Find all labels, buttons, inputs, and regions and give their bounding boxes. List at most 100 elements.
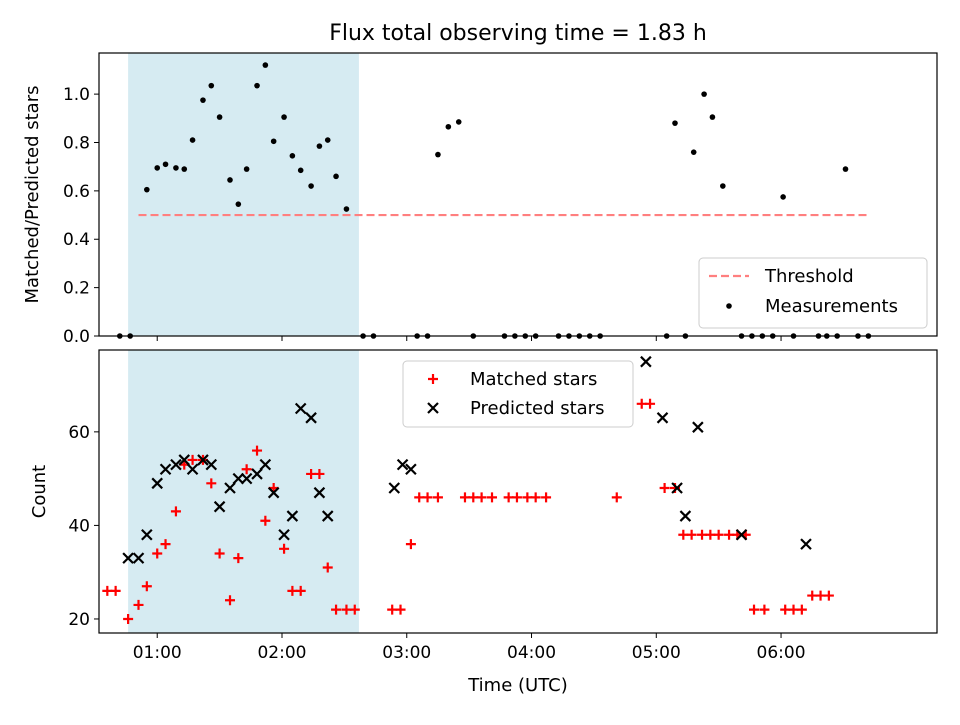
matched-star-point (796, 604, 807, 615)
predicted-star-point (286, 510, 299, 522)
predicted-star-point (267, 486, 280, 499)
matched-star-point (476, 492, 487, 503)
measurement-point (281, 114, 287, 120)
matched-star-point (206, 478, 217, 489)
measurement-point (270, 138, 277, 145)
predicted-star-point (122, 552, 134, 564)
matched-star-point (530, 492, 541, 503)
y-tick-label: 0.4 (63, 230, 90, 250)
legend-measurement-label: Measurements (765, 296, 898, 317)
matched-star-point (141, 581, 152, 592)
y-tick-label: 20 (68, 610, 90, 630)
legend-matched-label: Matched stars (470, 369, 597, 390)
matched-star-point (395, 604, 406, 615)
predicted-star-point (800, 538, 812, 550)
matched-star-point (160, 539, 171, 550)
y-axis-label: Matched/Predicted stars (22, 86, 43, 304)
legend-predicted-label: Predicted stars (470, 398, 604, 419)
plot-frame (98, 52, 938, 337)
legend-matched-swatch (428, 374, 438, 384)
x-tick-label: 06:00 (757, 643, 806, 663)
x-tick-label: 04:00 (507, 643, 556, 663)
matched-star-point (645, 398, 656, 409)
matched-star-point (170, 506, 181, 517)
matched-star-point (187, 454, 198, 465)
measurement-point (435, 151, 441, 158)
predicted-star-point (178, 454, 191, 466)
measurement-point (316, 143, 323, 149)
matched-star-point (405, 539, 416, 550)
measurement-point (445, 123, 452, 130)
x-tick-label: 05:00 (632, 643, 681, 663)
measurement-point (189, 137, 196, 143)
predicted-star-point (159, 463, 172, 476)
predicted-star-point (294, 402, 307, 415)
matched-star-point (322, 562, 333, 573)
matched-star-point (214, 548, 225, 559)
y-tick-label: 1.0 (63, 85, 90, 105)
predicted-star-point (132, 552, 145, 564)
y-tick-label: 40 (68, 516, 90, 536)
matched-star-point (349, 604, 360, 615)
count-panel: 20 40 60 01:00 02:00 03:00 04:00 05:00 06:00 Coun… (29, 349, 938, 663)
predicted-star-point (321, 510, 334, 522)
matched-star-point (241, 464, 252, 475)
predicted-star-point (240, 472, 253, 485)
chart-title: Flux total observing time = 1.83 h (329, 21, 707, 46)
predicted-star-point (692, 421, 704, 433)
matched-star-point (749, 604, 760, 615)
measurement-point (162, 161, 169, 168)
predicted-star-point (278, 528, 290, 541)
matched-star-point (260, 515, 271, 526)
matched-star-point (487, 492, 498, 503)
predicted-star-point (213, 500, 226, 513)
matched-star-point (110, 585, 121, 596)
y-tick-label: 60 (68, 423, 90, 443)
y-tick-label: 0.6 (63, 182, 90, 202)
y-tick-label: 0.8 (63, 133, 90, 153)
measurement-point (154, 165, 161, 171)
measurement-point (690, 149, 697, 155)
predicted-star-point (305, 412, 317, 424)
x-tick-label: 03:00 (382, 643, 431, 663)
matched-star-point (152, 548, 163, 559)
predicted-star-point (313, 486, 326, 499)
measurement-point (324, 137, 331, 143)
observing-window-shading (128, 53, 359, 336)
predicted-star-point (197, 454, 209, 466)
predicted-star-point (405, 463, 417, 476)
matched-star-point (295, 585, 306, 596)
matched-star-point (611, 492, 622, 503)
predicted-star-point (259, 458, 272, 471)
predicted-star-point (396, 458, 409, 471)
measurement-point (254, 82, 260, 89)
ratio-panel: 0.0 0.2 0.4 0.6 0.8 1.0 Matched/Predicted star… (22, 52, 938, 347)
predicted-star-point (251, 468, 263, 480)
x-tick-label: 02:00 (257, 643, 306, 663)
legend-box (698, 257, 928, 329)
measurement-point (709, 114, 716, 120)
measurement-point (289, 152, 296, 159)
matched-star-point (133, 599, 144, 610)
measurement-point (262, 62, 269, 68)
matched-star-point (432, 492, 443, 503)
measurement-point (181, 166, 188, 172)
matched-star-point (331, 604, 342, 615)
matched-star-point (225, 595, 236, 606)
predicted-star-point (151, 477, 164, 490)
legend-box (402, 360, 634, 428)
measurement-point (216, 114, 223, 120)
predicted-star-point (679, 510, 692, 522)
matched-star-point (713, 529, 724, 540)
predicted-star-point (232, 472, 245, 485)
matched-star-point (123, 613, 134, 624)
y-tick-label: 0.2 (63, 279, 90, 299)
predicted-star-point (388, 482, 401, 494)
matched-star-point (541, 492, 552, 503)
measurement-point (235, 201, 242, 207)
x-axis-label: Time (UTC) (467, 675, 568, 696)
legend-measurement-swatch (726, 303, 732, 309)
observing-window-shading (128, 350, 359, 633)
predicted-star-point (640, 355, 652, 368)
